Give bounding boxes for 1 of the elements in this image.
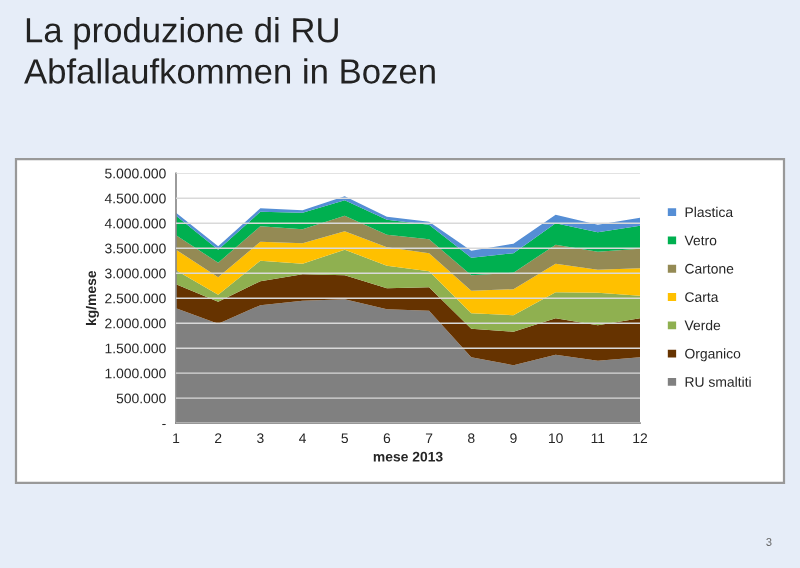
chart-title: La produzione di RU Abfallaufkommen in Bozen [24,17,435,84]
